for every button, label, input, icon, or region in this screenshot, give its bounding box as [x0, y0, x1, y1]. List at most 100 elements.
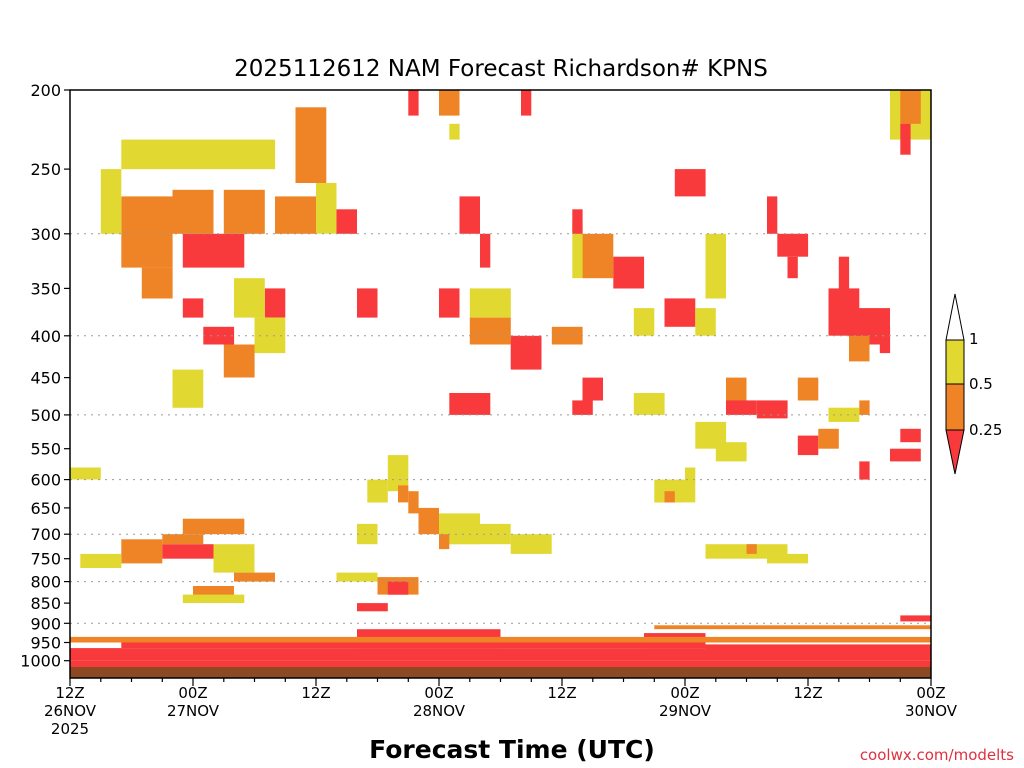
ri-cell-red — [787, 256, 798, 279]
ri-cell-orange — [726, 377, 747, 408]
ri-cell-orange — [223, 189, 265, 234]
y-axis: 200 250 300 350 400 450 500 550 600 650 700 750 800 8… — [20, 81, 70, 671]
ri-cell-red — [664, 298, 696, 327]
ri-cell-red — [613, 256, 645, 289]
y-tick-label: 650 — [30, 499, 61, 518]
x-tick-label: 12Z — [301, 684, 330, 702]
ri-cell-yellow — [336, 572, 378, 582]
colorbar-label-1: 1 — [969, 330, 979, 348]
ri-cell-orange — [439, 90, 460, 116]
x-tick-label: 00Z — [424, 684, 453, 702]
ri-cell-red — [357, 288, 378, 318]
ri-cell-orange — [439, 534, 450, 550]
ri-cell-yellow — [572, 221, 583, 279]
ri-cell-red — [182, 233, 245, 268]
ri-cell-yellow — [367, 479, 388, 503]
ri-cell-red — [357, 603, 388, 612]
surface-strip — [70, 667, 931, 678]
ri-cell-red — [408, 90, 419, 116]
ri-cell-yellow — [705, 233, 726, 299]
ri-cell-red — [572, 400, 593, 415]
ri-cell-red — [900, 615, 932, 622]
colorbar-label-0-25: 0.25 — [969, 421, 1002, 439]
y-tick-label: 800 — [30, 573, 61, 592]
ri-cell-orange — [418, 507, 439, 535]
ri-cell-yellow — [654, 479, 686, 503]
ri-cell-red — [500, 640, 644, 648]
ri-cell-yellow — [633, 393, 665, 415]
ri-cell-red — [767, 196, 778, 234]
ri-cell-orange — [582, 233, 614, 279]
x-tick-label: 12Z — [793, 684, 822, 702]
x-tick-label: 00Z — [670, 684, 699, 702]
ri-cell-red — [439, 288, 460, 318]
ri-cell-yellow — [828, 407, 860, 422]
ri-cell-orange — [664, 491, 675, 503]
chart-title: 2025112612 NAM Forecast Richardson# KPNS — [234, 56, 768, 82]
ri-cell-red — [705, 644, 931, 650]
ri-cell-yellow — [387, 455, 409, 492]
ri-cell-red — [777, 233, 809, 257]
colorbar-bottom-arrow — [945, 429, 965, 475]
ri-cell-red — [521, 90, 532, 116]
ri-cell-orange — [408, 491, 419, 514]
ri-cell-red — [674, 169, 706, 197]
ri-cell-red — [756, 400, 788, 419]
ri-cell-yellow — [633, 308, 655, 336]
ri-cell-red — [121, 640, 358, 648]
colorbar-yellow — [945, 339, 965, 385]
colorbar-orange — [945, 383, 965, 431]
ri-cell-red — [859, 461, 870, 480]
x-tick-label: 29NOV — [659, 702, 712, 720]
ri-cell-orange — [223, 344, 255, 378]
y-tick-label: 750 — [30, 550, 61, 569]
ri-cell-yellow — [767, 553, 808, 564]
ri-cell-red — [726, 400, 757, 415]
ri-cell-red — [70, 648, 931, 661]
y-tick-label: 300 — [30, 225, 61, 244]
x-tick-label: 00Z — [916, 684, 945, 702]
heatmap-cells — [70, 90, 932, 678]
y-tick-label: 500 — [30, 406, 61, 425]
ri-cell-yellow — [70, 467, 101, 480]
ri-cell-red — [182, 298, 204, 318]
ri-cell-red — [336, 209, 357, 234]
ri-cell-orange — [849, 335, 870, 362]
ri-cell-orange — [859, 400, 870, 415]
ri-cell-orange — [234, 572, 275, 582]
x-axis-label: Forecast Time (UTC) — [369, 735, 655, 764]
ri-cell-red — [890, 448, 921, 462]
ri-cell-orange — [654, 625, 932, 630]
x-tick-label: 12Z — [547, 684, 576, 702]
ri-cell-yellow — [121, 139, 276, 170]
y-tick-label: 1000 — [20, 652, 61, 671]
y-tick-label: 850 — [30, 594, 61, 613]
y-tick-label: 600 — [30, 471, 61, 490]
ri-cell-red — [900, 428, 921, 443]
ri-cell-red — [449, 393, 491, 415]
ri-cell-red — [510, 335, 542, 370]
ri-cell-yellow — [213, 544, 255, 573]
ri-cell-orange — [398, 485, 409, 503]
ri-cell-red — [162, 544, 214, 559]
y-tick-label: 350 — [30, 279, 61, 298]
y-tick-label: 950 — [30, 634, 61, 653]
ri-cell-orange — [818, 428, 839, 449]
ri-cell-yellow — [234, 278, 265, 318]
ri-cell-yellow — [715, 442, 747, 462]
y-tick-label: 450 — [30, 369, 61, 388]
ri-cell-red — [572, 209, 583, 234]
ri-cell-yellow — [100, 169, 122, 234]
colorbar: 1 0.5 0.25 — [945, 293, 1002, 475]
x-tick-label: 12Z — [55, 684, 84, 702]
credit-link[interactable]: coolwx.com/modelts — [860, 746, 1014, 764]
ri-cell-red — [797, 435, 819, 456]
x-tick-label: 2025 — [51, 720, 89, 738]
ri-cell-orange — [70, 636, 931, 643]
x-tick-label: 30NOV — [905, 702, 958, 720]
x-tick-label: 00Z — [178, 684, 207, 702]
ri-cell-red — [900, 123, 911, 155]
ri-cell-yellow — [172, 369, 204, 408]
y-tick-label: 550 — [30, 440, 61, 459]
